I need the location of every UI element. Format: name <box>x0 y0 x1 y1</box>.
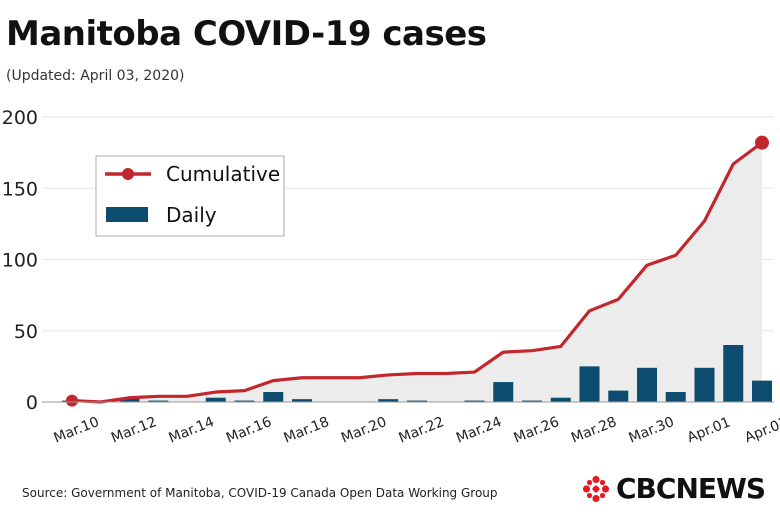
y-tick-label: 150 <box>2 178 38 200</box>
y-axis: 0 50 100 150 200 <box>2 107 38 414</box>
y-tick-label: 100 <box>2 250 38 272</box>
daily-bar-Mar.17 <box>263 392 284 402</box>
daily-bar-Mar.28 <box>579 366 600 402</box>
y-tick-label: 200 <box>2 107 38 129</box>
legend-daily-label: Daily <box>166 203 217 227</box>
source-note: Source: Government of Manitoba, COVID-19… <box>22 486 498 500</box>
x-tick-label: Mar.16 <box>224 414 274 447</box>
x-tick-label: Mar.22 <box>397 414 447 447</box>
cumulative-point-Mar.10 <box>66 394 78 407</box>
daily-bar-Mar.25 <box>493 382 514 402</box>
x-tick-label: Mar.30 <box>627 414 677 447</box>
daily-bar-Mar.31 <box>665 392 686 402</box>
legend-cumulative-marker <box>122 168 134 180</box>
daily-bar-Mar.18 <box>292 399 312 402</box>
x-tick-label: Mar.12 <box>109 414 159 447</box>
daily-bars <box>62 345 772 402</box>
legend: Cumulative Daily <box>95 155 285 237</box>
daily-bar-Mar.15 <box>205 397 226 402</box>
cumulative-line <box>66 135 769 407</box>
x-tick-label: Mar.18 <box>282 414 332 447</box>
cumulative-area-fill <box>72 142 762 402</box>
x-tick-label: Mar.28 <box>569 414 619 447</box>
daily-bar-Apr.03 <box>752 380 772 402</box>
daily-bar-Mar.21 <box>378 399 399 402</box>
x-tick-label: Apr.03 <box>743 414 780 446</box>
chart-title: Manitoba COVID-19 cases <box>6 14 487 54</box>
daily-bar-Mar.12 <box>119 397 140 402</box>
y-tick-label: 0 <box>26 392 38 414</box>
daily-bar-Mar.30 <box>637 367 657 402</box>
legend-daily-swatch <box>106 207 148 222</box>
x-tick-label: Apr.01 <box>685 414 733 446</box>
cumulative-point-Apr.03 <box>755 135 769 150</box>
daily-bar-Mar.24 <box>464 400 485 402</box>
daily-bar-Mar.27 <box>550 397 571 402</box>
x-tick-label: Mar.14 <box>167 414 217 447</box>
x-axis: Mar.10 Mar.12 Mar.14 Mar.16 Mar.18 Mar.20 Mar.… <box>42 401 780 447</box>
logo-text: CBCNEWS <box>616 472 766 505</box>
x-tick-label: Mar.24 <box>454 414 504 447</box>
cumulative-area <box>72 142 762 402</box>
y-tick-label: 50 <box>14 321 38 343</box>
daily-bar-Apr.02 <box>723 345 744 402</box>
daily-bar-Mar.26 <box>522 400 542 402</box>
cumulative-line-path <box>71 141 763 404</box>
daily-bar-Mar.29 <box>608 390 629 402</box>
x-tick-label: Mar.26 <box>512 414 562 447</box>
daily-bar-Apr.01 <box>694 367 715 402</box>
cbc-news-logo: CBCNEWS <box>582 472 766 505</box>
chart-subtitle: (Updated: April 03, 2020) <box>6 68 185 84</box>
daily-bar-Mar.22 <box>407 400 427 402</box>
daily-bar-Mar.16 <box>234 400 255 402</box>
x-tick-label: Mar.20 <box>339 414 389 447</box>
legend-cumulative-label: Cumulative <box>166 162 280 186</box>
daily-bar-Mar.13 <box>148 400 169 402</box>
cbc-gem-icon <box>582 475 610 502</box>
x-tick-label: Mar.10 <box>52 414 102 447</box>
